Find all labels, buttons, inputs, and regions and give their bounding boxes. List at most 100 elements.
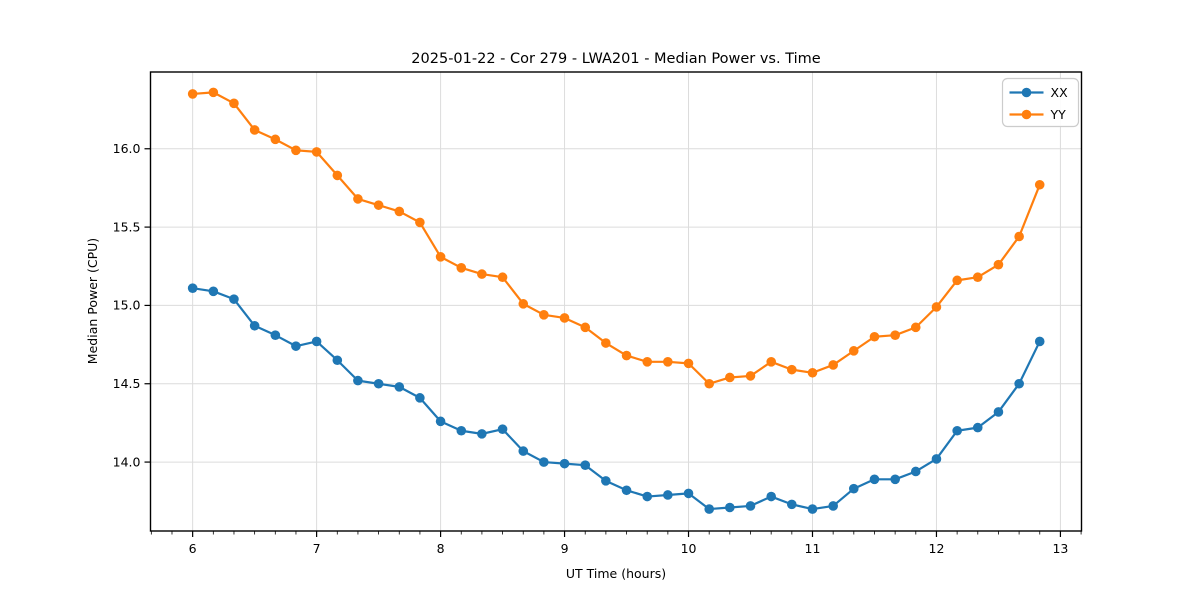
series-yy-point [848,346,859,356]
series-xx-point [807,504,818,514]
series-yy-point [373,200,384,210]
gridlines [150,72,1082,531]
series-xx-point [828,501,838,511]
series-xx-point [291,341,301,351]
series-yy-point [394,206,405,217]
series-yy-point [580,322,591,333]
series-xx-point [704,504,715,514]
series-yy-point [786,364,797,375]
series-yy-point [807,367,818,378]
x-tick-label: 8 [437,541,445,556]
series-yy-point [332,170,343,181]
series-yy-point [311,147,322,157]
x-tick-label: 12 [929,541,945,556]
series-yy-point [1014,231,1024,242]
series-yy-point [745,371,756,381]
legend-entry-label: XX [1051,85,1069,100]
series-xx-point [890,474,900,485]
series-yy-point [766,357,777,367]
series-yy-point [725,372,735,383]
series-xx-point [972,422,983,433]
series-xx-point [249,320,260,331]
series-xx-point [1014,378,1024,389]
series-yy-point [683,358,694,369]
series-yy-point [869,331,880,342]
chart-title: 2025-01-22 - Cor 279 - LWA201 - Median P… [411,51,820,67]
series-yy-point [601,338,611,348]
series-yy-point [249,125,260,135]
series-xx-point [229,294,239,304]
series-yy-point [910,322,921,333]
series-yy-point [642,357,653,367]
x-tick-label: 13 [1052,541,1068,556]
series-yy-point [539,310,549,320]
series-yy-point [353,194,363,204]
series-yy-point [415,217,425,228]
series-xx-point [601,476,611,486]
series-yy-point [497,272,508,283]
legend-entry-label: YY [1050,107,1067,122]
series-xx-point [642,491,653,502]
series-xx-point [952,425,962,436]
series-yy-point [229,98,239,109]
series-xx-point [456,425,467,436]
series-xx-point [477,429,487,439]
legend-marker [1021,87,1032,98]
series-xx-point [208,286,219,297]
series-yy-point [952,275,962,286]
x-tick-label: 7 [313,541,321,556]
y-tick-label: 16.0 [113,141,141,156]
data-series [187,87,1045,514]
x-axis-label: UT Time (hours) [566,566,666,581]
y-tick-label: 15.5 [113,219,141,234]
series-xx-point [353,375,363,386]
series-xx-point [518,446,529,456]
series-xx-point [394,382,405,392]
series-yy-point [621,350,632,361]
series-xx-point [539,457,549,467]
series-yy-point [208,87,219,98]
series-xx-point [766,491,777,502]
series-xx-point [931,454,942,464]
series-xx-point [1034,336,1045,347]
series-yy-point [435,252,446,262]
y-axis-label: Median Power (CPU) [85,238,100,364]
series-yy-point [518,299,529,309]
x-tick-label: 10 [681,541,697,556]
series-yy-point [477,269,487,279]
series-yy-point [559,313,570,323]
y-tick-label: 15.0 [113,298,141,313]
series-xx-point [663,490,673,500]
series-xx-point [270,330,281,340]
series-xx-point [332,355,343,366]
series-yy-point [828,360,838,370]
series-xx-point [497,424,508,434]
series-xx-point [580,460,591,471]
series-xx-point [848,483,859,494]
legend-marker [1021,109,1032,120]
series-yy-point [291,145,301,156]
series-xx-point [373,378,384,389]
x-tick-label: 6 [189,541,197,556]
series-yy-point [1034,179,1045,190]
y-tick-label: 14.0 [113,454,141,469]
series-yy-point [270,134,281,145]
axis-ticks [144,148,1082,537]
series-xx-point [786,499,797,510]
series-xx-point [910,466,921,477]
series-xx-point [725,502,735,513]
series-xx-point [993,407,1004,417]
series-yy-point [663,357,673,367]
series-xx-point [869,474,880,485]
series-yy-point [972,272,983,283]
y-tick-label: 14.5 [113,376,141,391]
series-xx-point [621,485,632,496]
series-xx-point [311,336,322,347]
series-yy-point [993,259,1004,270]
x-tick-label: 11 [805,541,821,556]
series-xx-point [415,393,425,403]
series-yy-point [704,378,715,389]
legend: XX YY [1001,77,1080,128]
